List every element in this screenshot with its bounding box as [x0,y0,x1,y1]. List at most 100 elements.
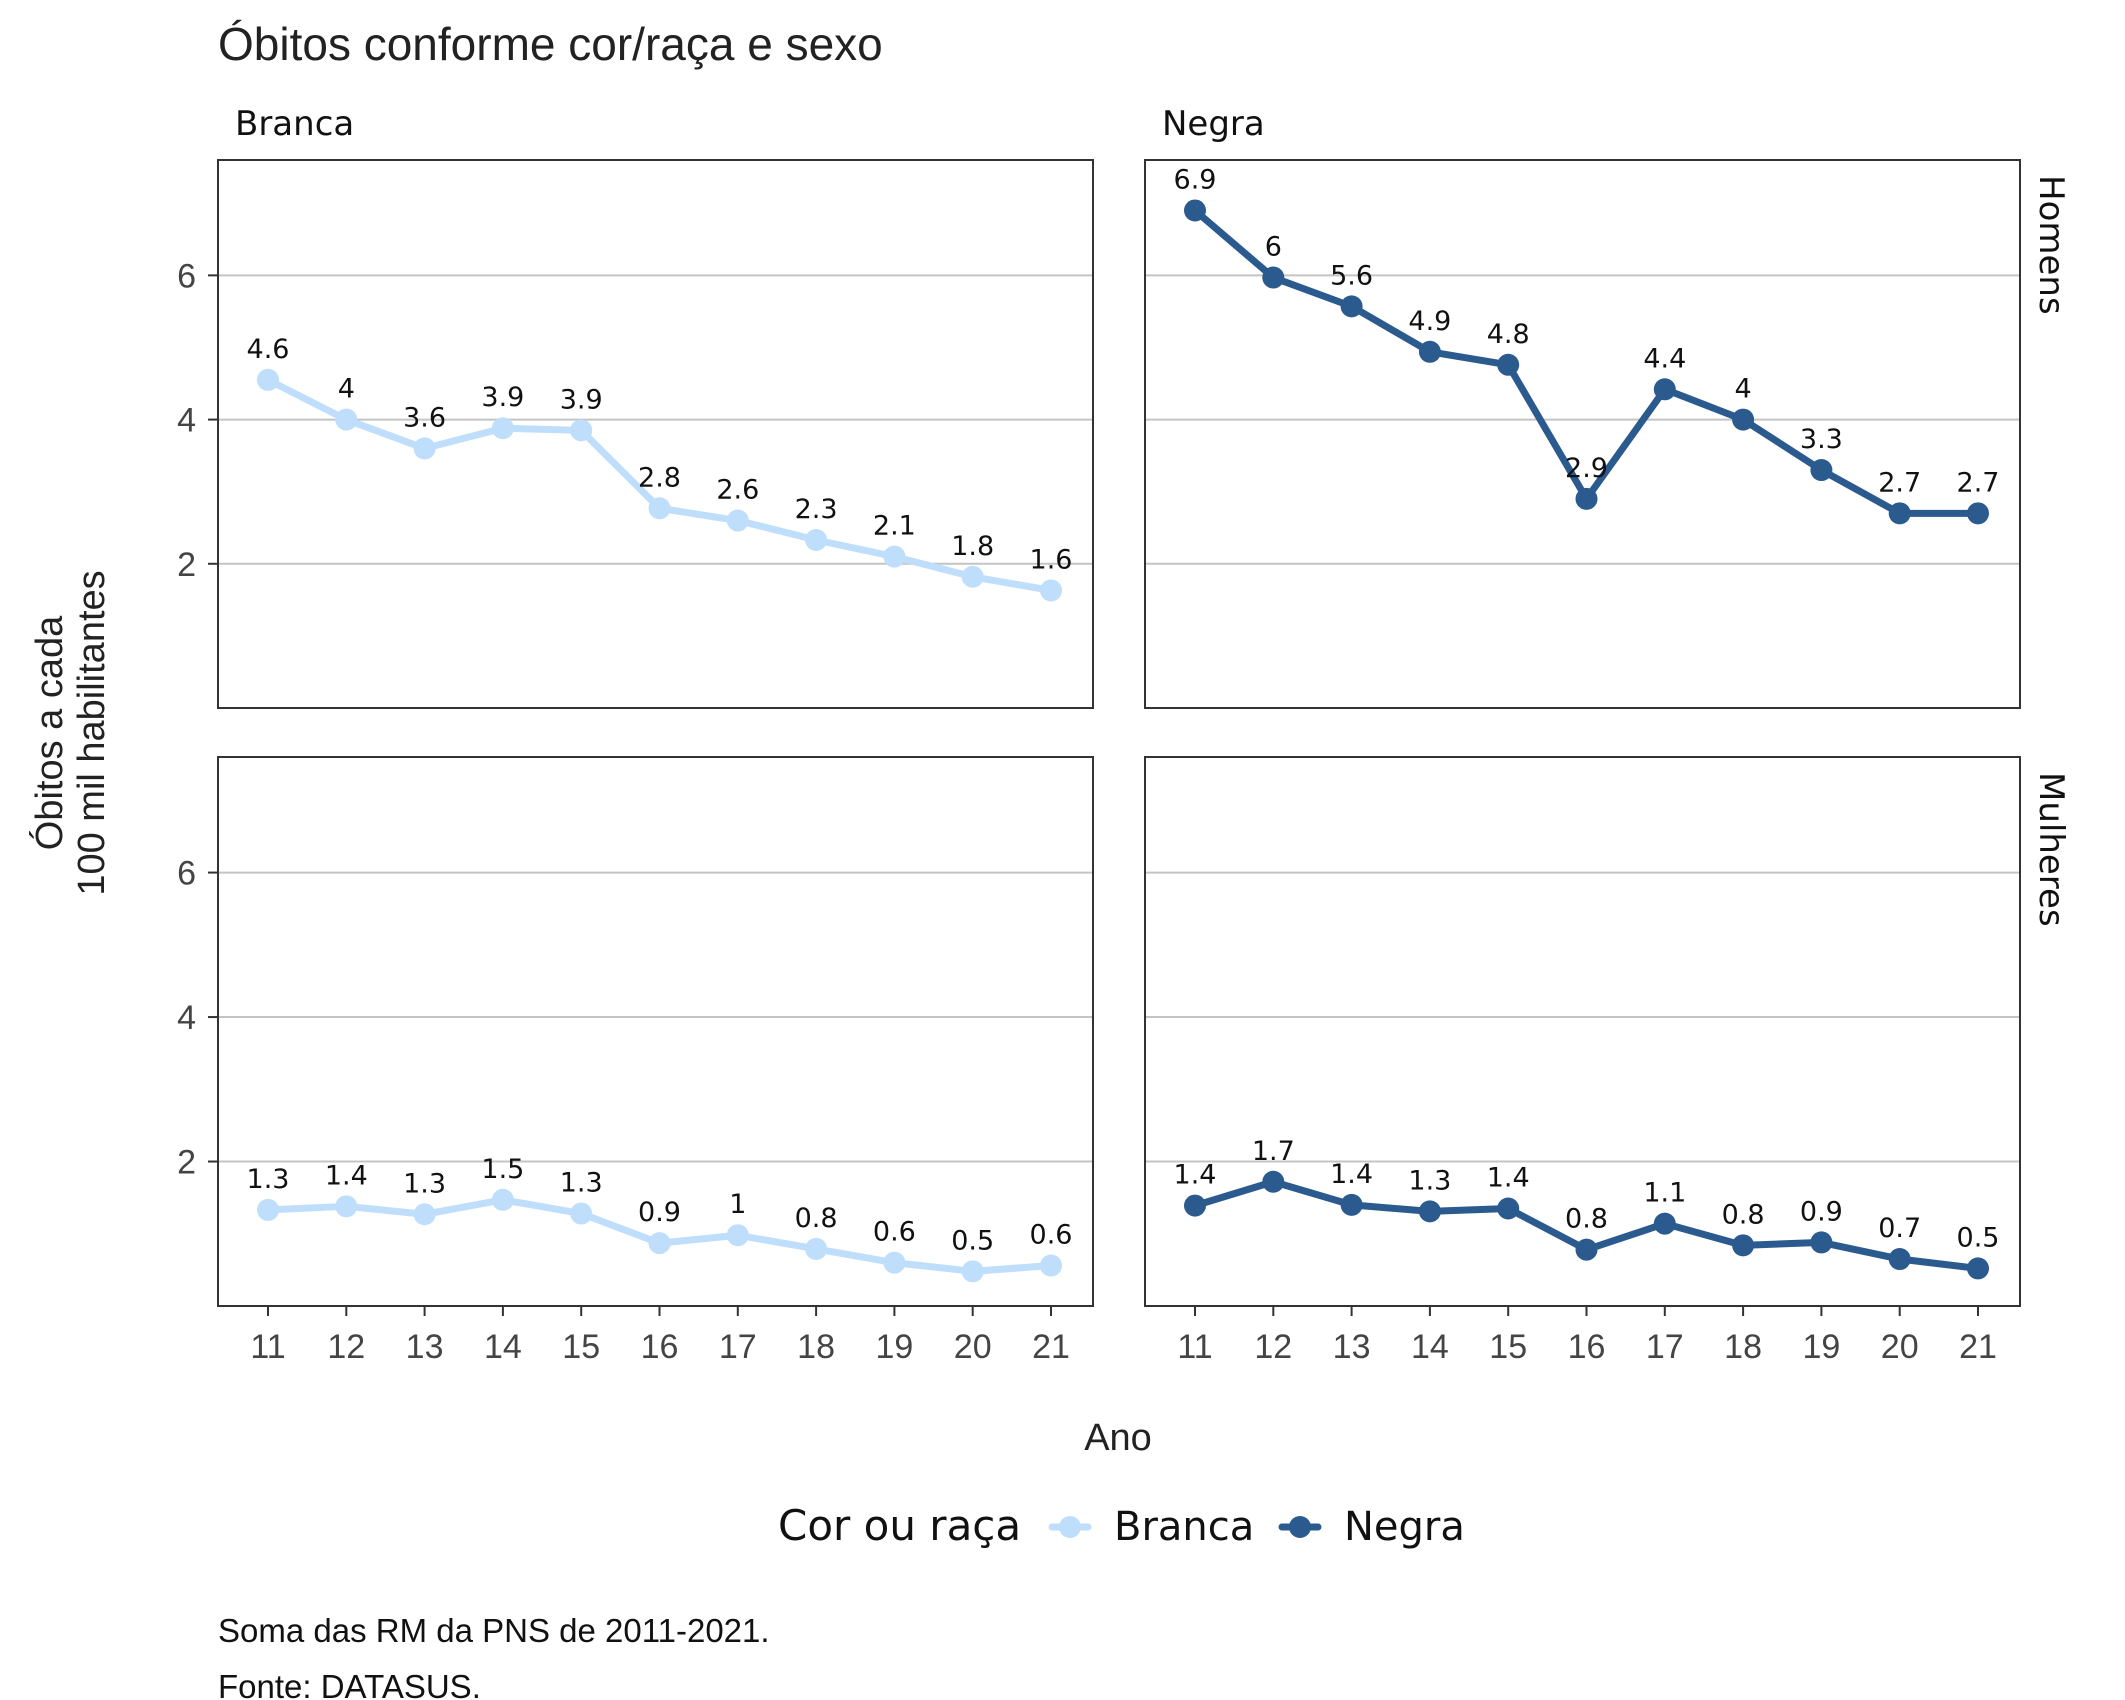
data-point [1967,502,1989,525]
data-label: 1.3 [403,1168,446,1199]
legend-key-point [1059,1516,1081,1538]
y-tick-label: 4 [177,999,196,1037]
data-label: 0.7 [1878,1213,1921,1244]
data-point [726,1224,749,1247]
data-point [1497,353,1520,376]
data-label: 0.8 [1565,1204,1608,1235]
x-tick-label: 18 [797,1328,835,1366]
y-tick-label: 4 [177,402,196,440]
x-tick-label: 12 [327,1328,365,1366]
data-point [961,1260,984,1283]
data-point [570,419,593,442]
data-point [1575,1238,1598,1261]
data-point [1653,1212,1676,1235]
x-tick-label: 13 [406,1328,444,1366]
caption-line: Soma das RM da PNS de 2011-2021. [218,1612,770,1649]
data-point [413,437,436,460]
data-label: 4.8 [1487,319,1530,350]
data-label: 1.1 [1643,1178,1686,1209]
data-point [1040,579,1062,602]
data-label: 1.3 [1408,1165,1451,1196]
data-label: 0.5 [951,1225,994,1256]
data-label: 0.6 [1030,1220,1073,1251]
x-tick-label: 15 [1489,1328,1527,1366]
data-point [1340,295,1363,318]
data-label: 1 [729,1189,746,1220]
x-tick-label: 17 [719,1328,757,1366]
x-axis-label: Ano [1084,1417,1152,1459]
x-tick-label: 20 [1881,1328,1919,1366]
y-axis-label: Óbitos a cada 100 mil habilitantes [28,570,113,895]
data-label: 1.6 [1030,544,1073,575]
data-label: 4.9 [1408,306,1451,337]
x-tick-label: 21 [1959,1328,1997,1366]
data-label: 3.9 [560,384,603,415]
data-point [805,528,828,551]
data-point [1810,1231,1833,1254]
x-tick-label: 11 [1177,1328,1212,1366]
x-tick-label: 14 [484,1328,522,1366]
y-tick-label: 2 [177,546,196,584]
x-tick-label: 19 [875,1328,913,1366]
data-point [1888,1248,1911,1271]
legend-key-point [1289,1516,1311,1538]
data-point [726,509,749,532]
facet-strip-negra: Negra [1162,104,1265,144]
x-tick-label: 16 [1568,1328,1606,1366]
x-tick-label: 13 [1333,1328,1371,1366]
data-point [648,497,671,520]
legend-item-branca: Branca [1114,1504,1254,1550]
data-point [1040,1254,1062,1277]
y-tick-label: 6 [177,257,196,295]
panel-branca-homens: 2 4 6 4.6 4 3.6 3.9 3.9 2.8 2.6 2.3 2.1 1.8 1.6 [177,159,1094,709]
data-point [335,1195,358,1218]
facet-strip-branca: Branca [235,104,354,144]
data-point [1810,459,1833,482]
data-label: 6 [1265,232,1282,263]
data-point [257,368,279,391]
panel-border [217,159,1094,709]
data-label: 4.6 [247,334,290,365]
data-point [413,1203,436,1226]
data-point [1732,408,1755,431]
data-point [1340,1193,1363,1216]
data-point [1262,1170,1285,1193]
y-axis-label-line: 100 mil habilitantes [71,570,113,895]
y-axis-label-line: Óbitos a cada [28,615,71,850]
data-label: 0.9 [638,1197,681,1228]
legend: Cor ou raça Branca Negra [778,1501,1465,1550]
y-tick-label: 6 [177,855,196,893]
data-point [961,565,984,588]
panel-branca-mulheres: 2 4 6 11 12 13 14 15 16 17 18 19 20 21 1.3 1.4 1.3 1.5 1.3… [177,756,1094,1366]
x-tick-label: 19 [1802,1328,1840,1366]
data-label: 1.8 [951,531,994,562]
data-label: 4 [338,374,355,405]
panel-border [217,756,1094,1307]
panel-border [1144,756,2021,1307]
data-label: 1.4 [1330,1159,1373,1190]
data-label: 1.7 [1252,1136,1295,1167]
x-tick-label: 16 [641,1328,679,1366]
data-label: 2.1 [873,511,916,542]
data-label: 0.5 [1957,1222,2000,1253]
x-tick-label: 21 [1032,1328,1070,1366]
data-label: 3.6 [403,402,446,433]
x-tick-label: 12 [1254,1328,1292,1366]
x-tick-label: 17 [1646,1328,1684,1366]
data-point [491,1188,514,1211]
captions: Soma das RM da PNS de 2011-2021. Fonte: D… [218,1612,770,1700]
data-point [1418,1200,1441,1223]
data-label: 0.6 [873,1217,916,1248]
data-label: 6.9 [1174,164,1217,195]
data-label: 5.6 [1330,260,1373,291]
facet-strip-mulheres: Mulheres [2031,772,2071,927]
data-label: 1.4 [325,1160,368,1191]
data-label: 4 [1735,374,1752,405]
data-point [1184,199,1206,222]
data-point [1184,1194,1206,1217]
legend-item-negra: Negra [1344,1504,1465,1550]
data-label: 1.3 [247,1164,290,1195]
x-tick-label: 20 [954,1328,992,1366]
chart-title: Óbitos conforme cor/raça e sexo [218,18,883,70]
data-label: 2.6 [716,475,759,506]
